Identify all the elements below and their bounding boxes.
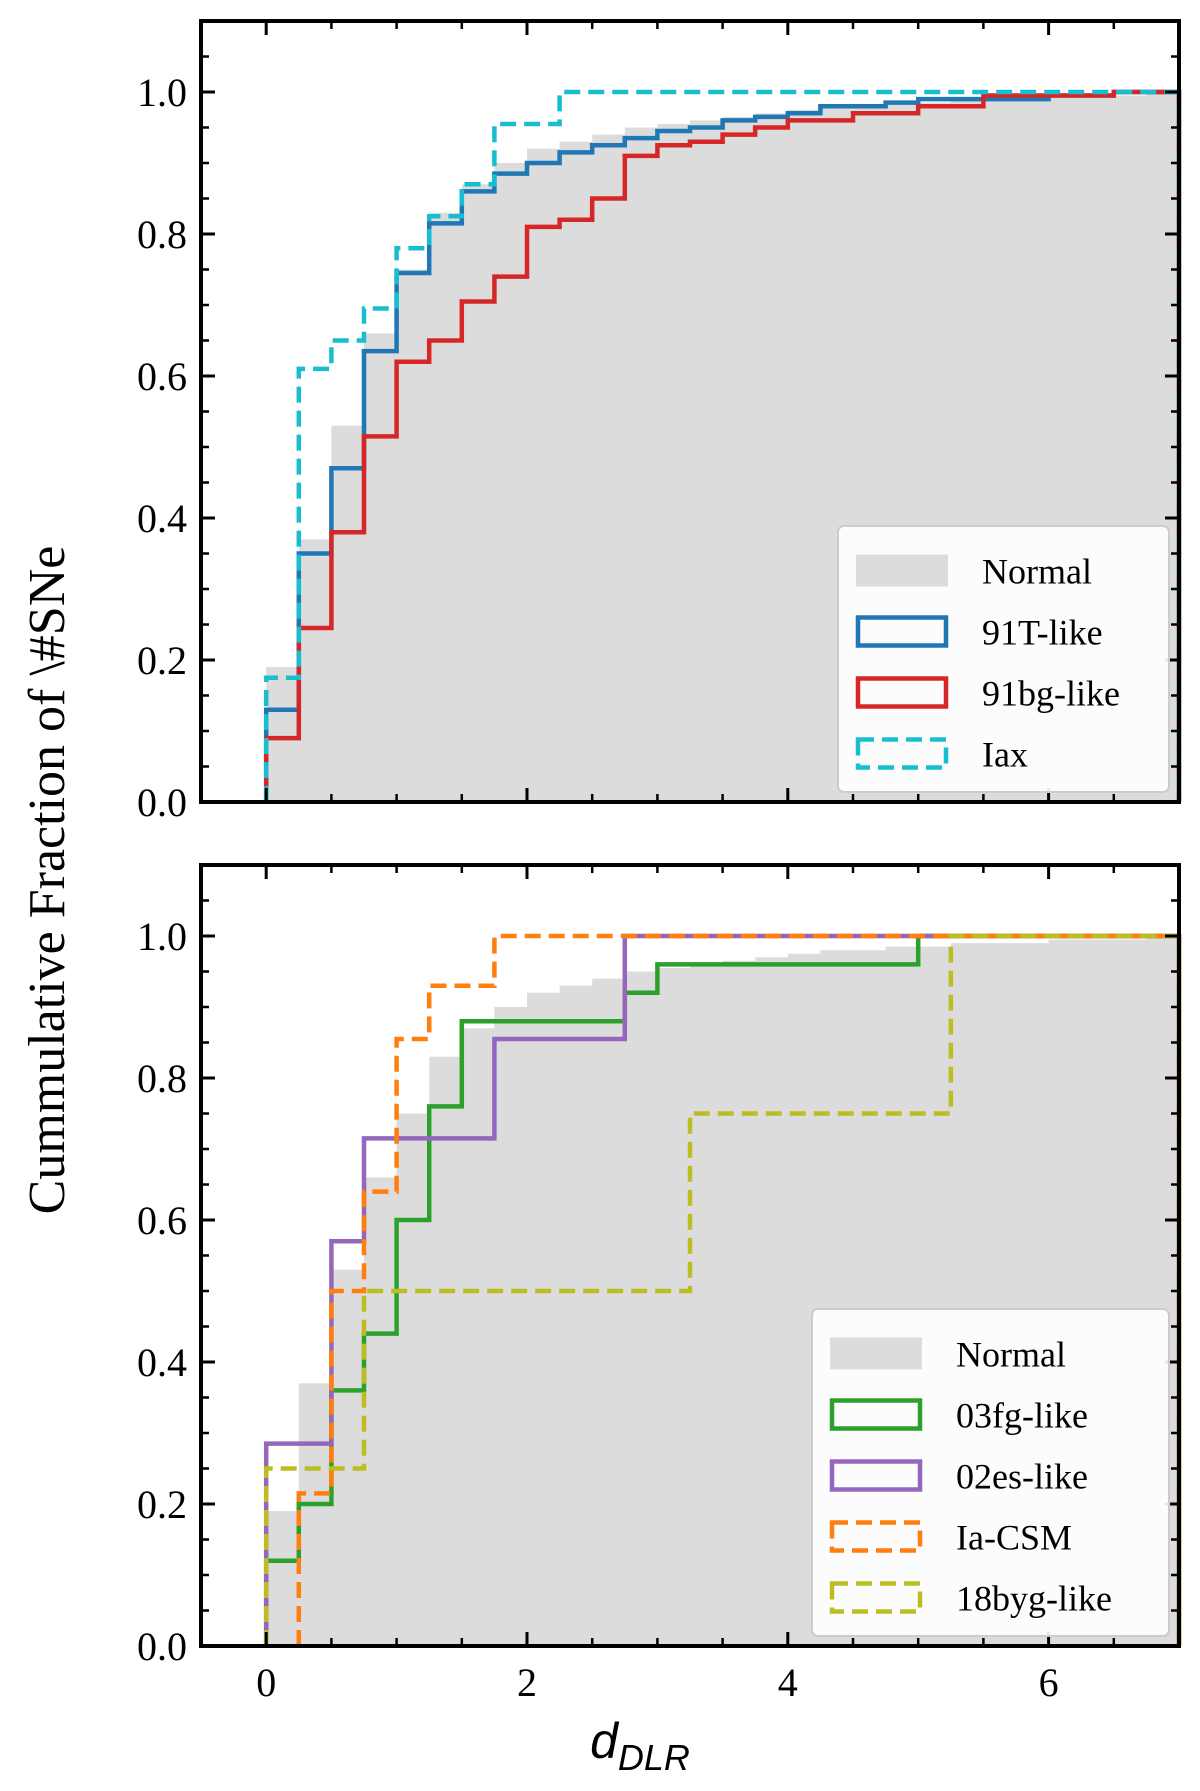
normal-bar	[494, 1007, 528, 1646]
normal-bar	[722, 960, 756, 1646]
legend-label: Normal	[956, 1335, 1066, 1375]
normal-bar	[331, 1269, 365, 1646]
series-line-91bg-like	[263, 89, 1182, 802]
legend-swatch-91bg-like	[855, 676, 949, 709]
normal-bar	[787, 109, 821, 802]
normal-bar	[527, 148, 561, 803]
normal-bar	[559, 985, 593, 1646]
x-axis-label-sub: DLR	[618, 1737, 690, 1778]
legend-swatch-normal	[856, 554, 948, 587]
normal-bar	[527, 992, 561, 1646]
top-ticks: 0.0 0.2 0.4 0.6 0.8 1.0	[137, 21, 1181, 825]
bottom-panel: 0.0 0.2 0.4 0.6 0.8 1.0 0 2 4 6 Normal 03fg-like 02…	[137, 863, 1182, 1705]
y-tick-label: 0.8	[137, 1056, 187, 1101]
series-line-iax	[263, 89, 1182, 802]
legend-label: 18byg-like	[956, 1579, 1112, 1619]
legend-swatch-02es-like	[829, 1459, 923, 1492]
x-tick-label: 2	[517, 1660, 537, 1705]
legend-swatch-normal	[830, 1337, 922, 1370]
series-line-91t-like	[263, 89, 1182, 802]
normal-bar	[461, 1028, 495, 1646]
y-tick-label: 0.6	[137, 1198, 187, 1243]
y-tick-label: 0.4	[137, 496, 187, 541]
normal-bar	[429, 212, 463, 802]
normal-bar	[266, 667, 300, 802]
bottom-legend: Normal 03fg-like 02es-like Ia-CSM 18byg-like	[811, 1308, 1170, 1637]
y-tick-label: 0.4	[137, 1340, 187, 1385]
top-panel: 0.0 0.2 0.4 0.6 0.8 1.0 Normal 91T-like 91bg-li…	[137, 19, 1182, 825]
normal-bar	[429, 1056, 463, 1646]
y-tick-label: 1.0	[137, 914, 187, 959]
legend-swatch-18byg-like	[829, 1581, 923, 1614]
y-tick-label: 0.0	[137, 1624, 187, 1669]
legend-swatch-ia-csm	[829, 1520, 923, 1553]
y-tick-label: 1.0	[137, 70, 187, 115]
x-tick-label: 0	[256, 1660, 276, 1705]
series-line-18byg-like	[263, 933, 1182, 1646]
y-tick-label: 0.0	[137, 780, 187, 825]
normal-bar	[494, 163, 528, 802]
normal-bar	[624, 127, 658, 802]
y-tick-label: 0.2	[137, 1482, 187, 1527]
legend-swatch-91t-like	[855, 615, 949, 648]
normal-bar	[592, 978, 626, 1646]
x-tick-label: 6	[1039, 1660, 1059, 1705]
legend-label: 91bg-like	[982, 674, 1120, 714]
legend-swatch-03fg-like	[829, 1398, 923, 1431]
normal-bar	[364, 1177, 398, 1646]
normal-bar	[298, 1383, 332, 1646]
legend-label: Iax	[982, 735, 1028, 775]
top-series-lines	[263, 89, 1182, 802]
normal-bar	[690, 964, 724, 1646]
normal-bar	[331, 425, 365, 802]
series-line-03fg-like	[263, 933, 1182, 1646]
y-tick-label: 0.8	[137, 212, 187, 257]
legend-label: 91T-like	[982, 613, 1103, 653]
x-axis-label-main: d	[590, 1713, 620, 1769]
normal-bar	[298, 539, 332, 802]
y-tick-label: 0.6	[137, 354, 187, 399]
normal-bar	[396, 269, 430, 802]
legend-label: 03fg-like	[956, 1396, 1088, 1436]
normal-bar	[755, 957, 789, 1646]
normal-bar	[266, 1511, 300, 1646]
normal-bar	[559, 141, 593, 802]
normal-bar	[592, 134, 626, 803]
normal-bar	[657, 123, 691, 802]
bottom-ticks: 0.0 0.2 0.4 0.6 0.8 1.0 0 2 4 6	[137, 865, 1181, 1705]
normal-bar	[624, 971, 658, 1646]
top-legend: Normal 91T-like 91bg-like Iax	[837, 525, 1170, 793]
series-line-ia-csm	[296, 933, 1182, 1646]
y-axis-label: Cummulative Fraction of \#SNe	[19, 546, 76, 1215]
legend-swatch-iax	[855, 737, 949, 770]
normal-bar	[657, 967, 691, 1646]
legend-label: Normal	[982, 552, 1092, 592]
normal-bar	[690, 120, 724, 802]
normal-bar	[396, 1113, 430, 1646]
bottom-series-lines	[263, 933, 1182, 1646]
legend-label: Ia-CSM	[956, 1518, 1072, 1558]
x-axis-label: dDLR	[590, 1713, 690, 1778]
normal-bar	[364, 333, 398, 802]
y-tick-label: 0.2	[137, 638, 187, 683]
normal-bar	[755, 113, 789, 803]
x-tick-label: 4	[778, 1660, 798, 1705]
legend-label: 02es-like	[956, 1457, 1088, 1497]
normal-bar	[722, 116, 756, 803]
normal-bar	[461, 184, 495, 803]
legend-box	[811, 1308, 1170, 1637]
legend-box	[837, 525, 1170, 793]
